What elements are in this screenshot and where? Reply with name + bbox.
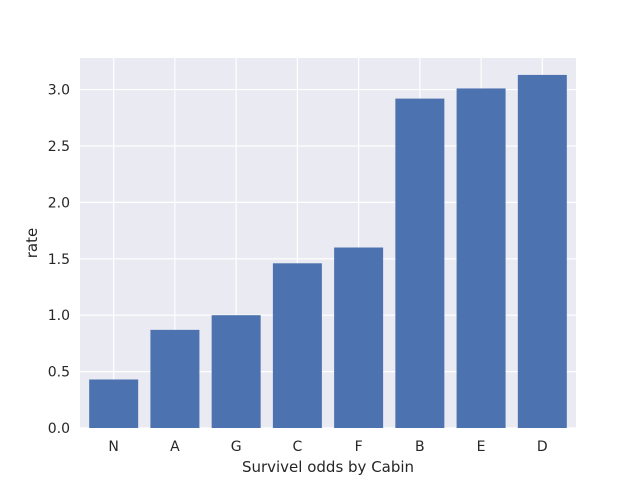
bar-f xyxy=(334,247,384,428)
y-tick-label: 0.0 xyxy=(48,421,70,437)
x-tick-label: D xyxy=(537,439,548,455)
y-tick-label: 2.0 xyxy=(48,195,70,211)
y-tick-label: 1.5 xyxy=(48,252,70,268)
bar-n xyxy=(89,379,139,428)
bar-a xyxy=(150,329,200,428)
bar-e xyxy=(456,88,506,429)
y-tick-label: 3.0 xyxy=(48,83,70,99)
x-axis-label: Survivel odds by Cabin xyxy=(242,458,414,476)
x-tick-label: G xyxy=(231,439,242,455)
bar-g xyxy=(211,315,261,428)
x-tick-label: B xyxy=(415,439,425,455)
x-tick-label: A xyxy=(170,439,180,455)
y-tick-label: 1.0 xyxy=(48,308,70,324)
bars xyxy=(89,74,567,429)
y-tick-label: 0.5 xyxy=(48,365,70,381)
x-tick-label: N xyxy=(108,439,118,455)
bar-c xyxy=(272,263,322,428)
y-axis-label: rate xyxy=(23,228,41,258)
tick-labels: 0.0 0.5 1.0 1.5 2.0 2.5 3.0 N A G C F B E D xyxy=(48,83,548,455)
y-tick-label: 2.5 xyxy=(48,139,70,155)
x-tick-label: E xyxy=(477,439,486,455)
bar-b xyxy=(395,98,445,429)
x-tick-label: C xyxy=(292,439,302,455)
x-tick-label: F xyxy=(355,439,363,455)
bar-d xyxy=(517,74,567,429)
